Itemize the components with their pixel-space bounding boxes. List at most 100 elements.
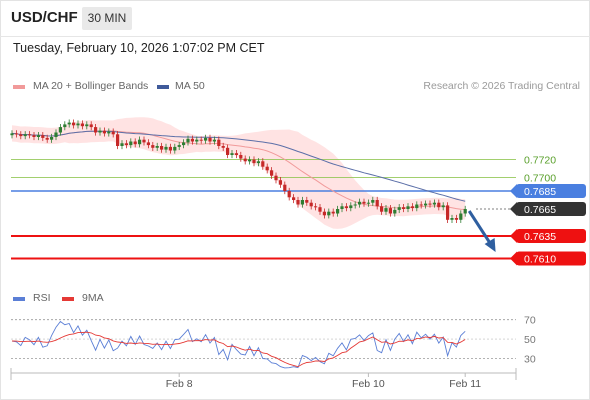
candle-body-3	[23, 134, 27, 137]
moving-averages	[11, 130, 466, 210]
rsi-legend-swatch	[13, 297, 25, 301]
candle-body-95	[428, 203, 432, 205]
candle-body-69	[314, 206, 318, 208]
last-price-label: 0.7665	[524, 204, 556, 216]
support-tag-5	[516, 251, 586, 266]
rsi-tick-30: 30	[524, 353, 536, 365]
candle-body-58	[265, 166, 269, 171]
candle-body-103	[463, 209, 467, 214]
candle-body-36	[168, 146, 172, 151]
candle-body-65	[296, 200, 300, 205]
pivot-tag	[516, 184, 586, 198]
candle-body-13	[67, 122, 71, 125]
candle-body-28	[133, 141, 137, 145]
candle-body-88	[397, 207, 401, 210]
candle-body-53	[243, 158, 247, 162]
rsi-panel: 70 50 30	[11, 315, 536, 369]
candle-body-32	[151, 145, 155, 148]
last-price-tag	[516, 202, 586, 216]
candle-body-43	[199, 139, 203, 141]
candle-body-38	[177, 145, 181, 147]
candle-body-21	[102, 130, 106, 134]
resistance-label-0: 0.7720	[524, 155, 556, 167]
time-tick-label-2: Feb 11	[449, 378, 481, 390]
ma50-legend-label: MA 50	[175, 80, 205, 92]
ma50-line	[11, 130, 466, 202]
candle-body-37	[173, 146, 177, 151]
rsi-ma-legend-swatch	[62, 297, 74, 301]
candle-body-6	[36, 135, 40, 137]
candle-body-60	[274, 175, 278, 181]
candle-body-30	[142, 139, 146, 143]
bollinger-band-area	[12, 117, 466, 229]
candle-body-84	[380, 206, 384, 212]
forecast-arrow-head	[484, 238, 496, 252]
candle-body-71	[322, 211, 326, 216]
time-tick-label-0: Feb 8	[166, 378, 193, 390]
rsi-ma-line	[11, 331, 466, 368]
candle-body-82	[371, 200, 375, 203]
candle-body-10	[54, 132, 58, 137]
candle-body-7	[41, 135, 45, 138]
ma20-legend-swatch	[13, 85, 25, 89]
candle-body-49	[226, 147, 230, 155]
candle-body-45	[208, 137, 212, 142]
candle-body-80	[362, 201, 366, 204]
candle-body-17	[85, 124, 89, 127]
candle-body-67	[305, 200, 309, 203]
candle-body-47	[217, 139, 221, 146]
candle-body-89	[402, 207, 406, 209]
timeframe-badge[interactable]: 30 MIN	[82, 7, 132, 30]
candle-body-0	[10, 133, 14, 136]
candle-body-85	[384, 208, 388, 212]
ma50-legend-swatch	[157, 85, 169, 89]
candle-body-73	[331, 211, 335, 214]
candle-body-12	[63, 124, 67, 128]
candle-body-100	[450, 218, 454, 220]
candle-body-62	[283, 184, 287, 191]
candle-body-76	[344, 206, 348, 209]
candle-body-98	[441, 205, 445, 208]
rsi-ma-legend-label: 9MA	[82, 292, 104, 304]
candle-body-4	[28, 134, 32, 136]
candle-body-70	[318, 207, 322, 212]
resistance-label-1: 0.7700	[524, 173, 556, 185]
candle-body-40	[186, 138, 190, 143]
candle-body-81	[366, 202, 370, 204]
rsi-tick-70: 70	[524, 315, 536, 327]
candle-body-102	[459, 213, 463, 220]
symbol-title: USD/CHF	[11, 9, 78, 26]
candle-body-11	[58, 127, 62, 133]
forecast-arrow-shaft	[467, 210, 492, 245]
support-tag-tip-5	[510, 251, 517, 266]
time-tick-label-1: Feb 10	[352, 378, 385, 390]
candles	[10, 119, 467, 223]
forecast-arrow	[467, 210, 496, 252]
candle-body-19	[94, 127, 98, 133]
time-axis: Feb 8 Feb 10 Feb 11	[10, 368, 517, 390]
candle-body-25	[120, 143, 124, 146]
rsi-line	[11, 320, 466, 369]
candle-body-5	[32, 135, 36, 137]
candle-body-22	[107, 131, 111, 134]
support-tag-tip-4	[510, 229, 517, 243]
candle-body-29	[138, 139, 142, 145]
candle-body-14	[72, 122, 76, 126]
candle-body-83	[375, 200, 379, 207]
candle-body-72	[327, 211, 331, 216]
pivot-tag-tip	[510, 184, 517, 198]
candle-body-64	[292, 197, 296, 200]
candle-body-26	[124, 143, 128, 146]
candle-body-41	[190, 138, 194, 142]
candle-body-44	[204, 137, 208, 141]
candle-body-2	[19, 134, 23, 137]
candle-body-90	[406, 206, 410, 209]
candle-body-1	[14, 133, 18, 135]
candle-body-34	[160, 146, 164, 150]
candle-body-20	[98, 130, 102, 133]
candle-body-78	[353, 204, 357, 206]
candle-body-86	[388, 208, 392, 214]
candle-body-24	[116, 134, 120, 146]
candle-body-46	[212, 139, 216, 142]
